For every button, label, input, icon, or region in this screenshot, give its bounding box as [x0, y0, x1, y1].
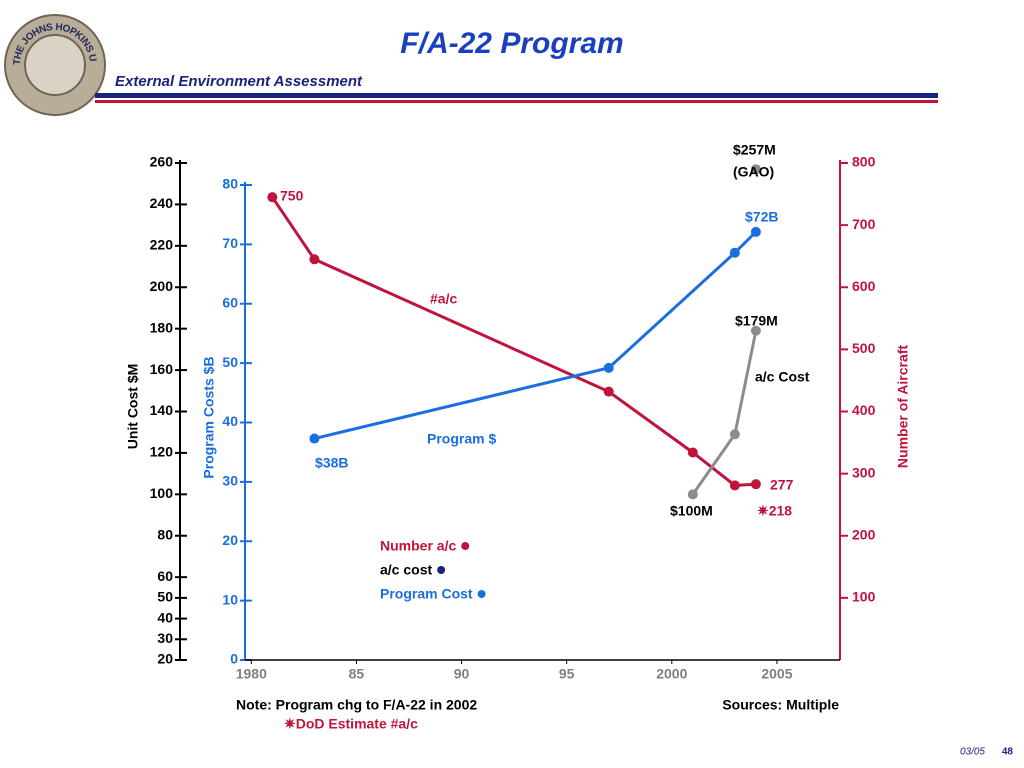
dod-note: ✷DoD Estimate #a/c	[284, 716, 418, 732]
annotation: $179M	[735, 313, 778, 329]
annotation: $100M	[670, 503, 713, 519]
series-line	[314, 230, 757, 440]
annotation: #a/c	[430, 291, 457, 307]
annotation: a/c Cost	[755, 369, 810, 385]
data-point	[687, 489, 698, 500]
x-tick-label: 1980	[236, 666, 267, 682]
y-tick-label: 200	[852, 526, 876, 542]
data-point	[309, 254, 320, 265]
annotation: Program $	[427, 431, 496, 447]
slide-title: F/A-22 Program	[400, 27, 623, 60]
data-point	[687, 447, 698, 458]
data-point	[729, 247, 740, 258]
y-tick-label: 180	[150, 319, 174, 335]
header-rule	[95, 93, 938, 98]
y-tick-label: 160	[150, 361, 174, 377]
y-tick-label: 40	[222, 413, 238, 429]
data-point	[267, 192, 278, 203]
y-tick-label: 120	[150, 444, 174, 460]
page-number: 48	[1002, 747, 1014, 758]
y-tick-label: 500	[852, 340, 876, 356]
y-tick-label: 0	[230, 651, 238, 667]
logo-center	[24, 34, 86, 96]
data-point	[603, 362, 614, 373]
y-tick-label: 700	[852, 216, 876, 232]
series-line	[271, 196, 756, 487]
data-point	[750, 325, 761, 336]
y-tick-label: 20	[222, 532, 238, 548]
annotation: 277	[770, 477, 794, 493]
data-point	[750, 226, 761, 237]
y-tick-label: 260	[150, 154, 174, 170]
legend-label: a/c cost	[380, 562, 432, 578]
slide-subtitle: External Environment Assessment	[115, 73, 363, 90]
legend-label: Number a/c	[380, 538, 456, 554]
footer-date: 03/05	[960, 747, 985, 758]
y-tick-label: 30	[222, 473, 238, 489]
x-tick-label: 2005	[761, 666, 792, 682]
legend-label: Program Cost	[380, 586, 473, 602]
data-point	[729, 480, 740, 491]
note: Note: Program chg to F/A-22 in 2002	[236, 697, 477, 713]
y-tick-label: 400	[852, 402, 876, 418]
y-tick-label: 100	[852, 589, 876, 605]
annotation: $38B	[315, 455, 348, 471]
series-line	[691, 330, 758, 496]
y-tick-label: 200	[150, 278, 174, 294]
y-tick-label: 70	[222, 235, 238, 251]
data-point	[603, 386, 614, 397]
plot: 0 10 20 30 40 50 60 70 80 Program Costs $B 100 200 3…	[125, 142, 911, 682]
axis-title: Unit Cost $M	[125, 364, 141, 450]
axis-title: Number of Aircraft	[895, 345, 911, 469]
y-tick-label: 60	[157, 568, 173, 584]
sources: Sources: Multiple	[722, 697, 839, 713]
y-tick-label: 100	[150, 485, 174, 501]
data-point	[750, 164, 761, 175]
y-tick-label: 10	[222, 591, 238, 607]
y-tick-label: 600	[852, 278, 876, 294]
y-tick-label: 80	[157, 526, 173, 542]
x-tick-label: 85	[349, 666, 365, 682]
y-tick-label: 60	[222, 294, 238, 310]
y-tick-label: 50	[222, 354, 238, 370]
y-tick-label: 20	[157, 651, 173, 667]
y-tick-label: 50	[157, 589, 173, 605]
y-tick-label: 240	[150, 195, 174, 211]
x-tick-label: 90	[454, 666, 470, 682]
annotation: ✷218	[757, 503, 792, 519]
data-point	[729, 429, 740, 440]
y-tick-label: 140	[150, 402, 174, 418]
y-tick-label: 30	[157, 630, 173, 646]
legend-marker	[461, 542, 470, 550]
axis-title: Program Costs $B	[201, 356, 217, 478]
legend-marker	[437, 566, 446, 574]
annotation: $257M	[733, 142, 776, 158]
y-tick-label: 800	[852, 154, 876, 170]
logo: THE JOHNS HOPKINS UNIVERSITY	[0, 0, 106, 116]
annotation: $72B	[745, 209, 778, 225]
x-tick-label: 95	[559, 666, 575, 682]
data-point	[750, 479, 761, 490]
y-tick-label: 300	[852, 464, 876, 480]
annotation: 750	[280, 188, 304, 204]
data-point	[309, 433, 320, 444]
x-tick-label: 2000	[656, 666, 687, 682]
annotation: (GAO)	[733, 164, 774, 180]
y-tick-label: 220	[150, 237, 174, 253]
legend-marker	[477, 590, 486, 598]
y-tick-label: 80	[222, 176, 238, 192]
y-tick-label: 40	[157, 609, 173, 625]
header-rule-red	[95, 100, 938, 103]
